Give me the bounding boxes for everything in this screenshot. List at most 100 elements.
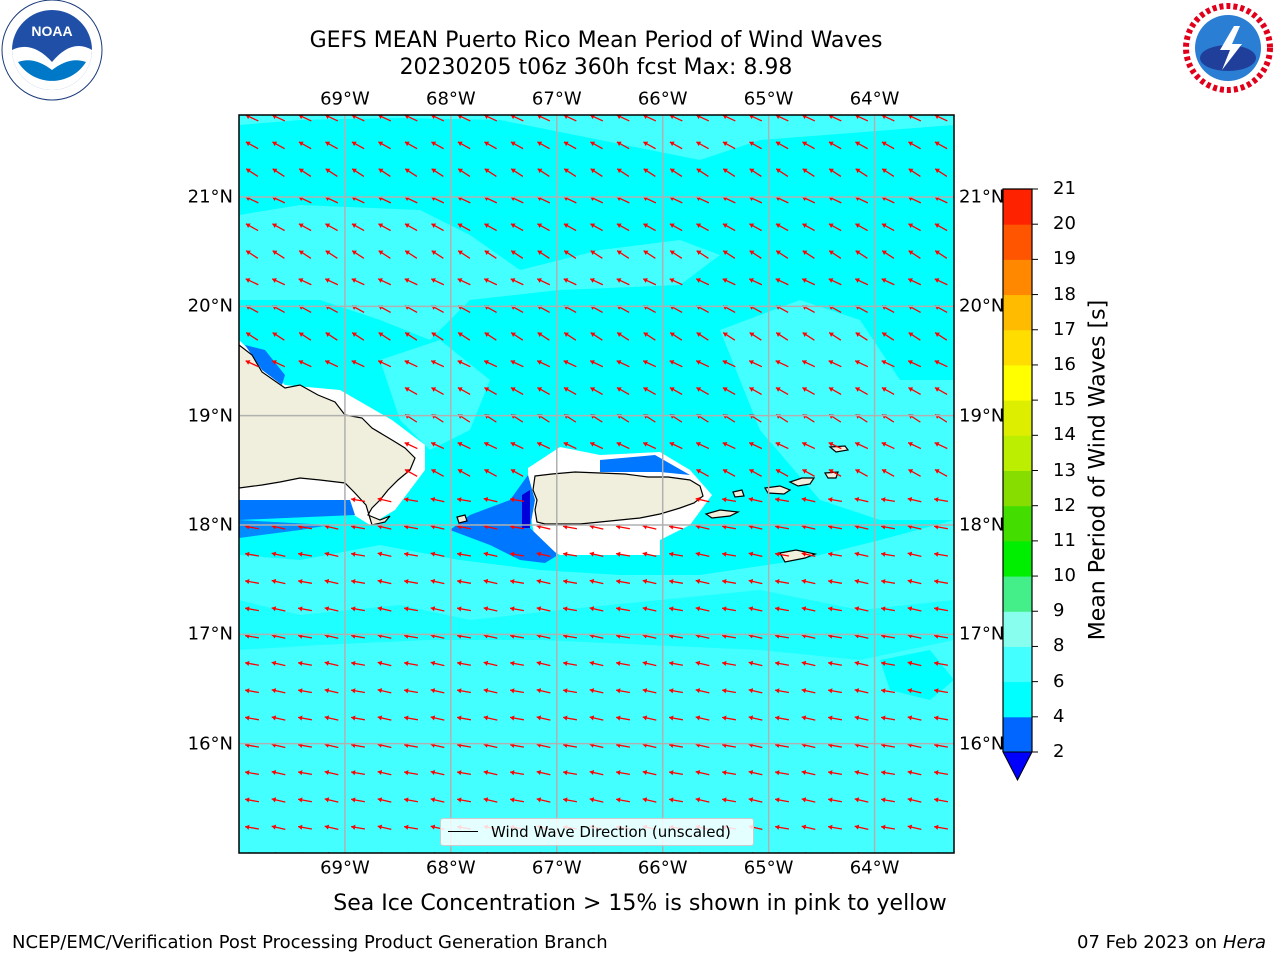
wind-arrow [245,168,259,177]
wind-arrow [509,715,525,721]
wind-arrow [854,769,869,776]
wind-arrow [457,468,471,477]
wind-arrow [695,660,710,667]
wind-arrow [404,360,418,368]
wind-arrow [696,387,709,395]
wind-arrow [643,250,656,259]
wind-wave-direction-arrows [244,115,949,853]
tick-label: 65°W [743,88,794,110]
wind-arrow [325,332,338,341]
wind-arrow [854,441,869,450]
wind-arrow [749,332,762,341]
wind-arrow [457,141,471,150]
colorbar-tick-label: 13 [1053,459,1076,481]
wind-arrow [802,332,815,341]
wind-arrow [695,606,710,612]
wind-arrow [775,250,789,259]
wind-arrow [536,441,551,450]
wind-arrow [325,223,338,232]
wind-arrow [801,824,816,831]
wind-arrow [827,660,843,667]
wind-arrow [297,770,313,776]
tick-label: 69°W [320,857,370,879]
wind-arrow [881,141,895,150]
wind-arrow [668,770,684,776]
wind-arrow [668,797,684,803]
wind-arrow [748,360,763,368]
wind-arrow [325,168,338,177]
wind-arrow [695,441,710,450]
wind-arrow [615,660,631,667]
virgin-islands [732,445,850,498]
wind-arrow [933,715,949,721]
wind-arrow [537,250,550,259]
wind-arrow [510,332,524,341]
colorbar-tick-label: 9 [1053,600,1065,622]
wind-arrow [854,360,869,368]
colorbar-segment [1003,505,1032,542]
wind-arrow [775,223,789,232]
wind-arrow [854,278,869,286]
wind-arrow [431,141,444,150]
wind-arrow [483,606,498,612]
wind-arrow [509,497,525,503]
wind-arrow [615,606,631,612]
wind-arrow [880,797,896,803]
wind-arrow [483,660,498,667]
wind-arrow [589,769,604,776]
wind-arrow [721,606,737,612]
wind-arrow [933,688,949,694]
colorbar [1002,188,1038,782]
wind-arrow [536,715,551,721]
colorbar-tick-label: 21 [1053,178,1076,199]
wind-arrow [590,250,603,259]
colorbar-title: Mean Period of Wind Waves [s] [1085,299,1111,641]
wind-arrow [855,468,868,477]
colorbar-segment [1003,540,1032,577]
wind-arrow [271,797,286,803]
wind-arrow [880,770,896,776]
wind-arrow [298,332,312,341]
wind-arrow [244,715,260,721]
wind-arrow [908,468,921,477]
wind-arrow [669,360,683,368]
wind-arrow [377,769,392,776]
wind-arrow [350,824,366,830]
wind-arrow [854,551,869,558]
wind-arrow [934,278,948,286]
wind-arrow [801,551,816,558]
wind-arrow [589,551,604,558]
wind-arrow [616,168,630,177]
wind-arrow [297,660,313,667]
colorbar-tick-label: 2 [1053,741,1065,762]
national-weather-service-logo [1182,2,1274,94]
wind-arrow [351,278,365,286]
wind-arrow [456,715,472,721]
wind-arrow [350,606,366,612]
colorbar-tick-label: 15 [1053,389,1076,411]
wind-arrow [483,797,498,803]
wind-arrow [536,688,551,694]
wind-arrow [907,578,922,585]
wind-arrow [563,141,577,150]
wind-arrow [801,688,816,694]
wind-arrow [589,278,604,286]
wind-arrow [325,141,338,150]
wind-arrow [377,715,392,721]
wind-arrow [854,578,869,585]
wind-arrow [403,797,419,803]
wind-arrow [696,168,709,177]
tick-label: 18°N [187,514,233,536]
wind-arrow [430,360,445,368]
wind-arrow [563,360,577,368]
wind-arrow [245,250,259,259]
wind-arrow [881,223,895,232]
wind-arrow [933,497,949,503]
wind-arrow [457,250,471,259]
colorbar-tick-label: 19 [1053,248,1076,270]
wind-arrow [748,606,763,612]
wind-arrow [324,360,339,368]
colorbar-segment [1003,611,1032,647]
wind-arrow [377,278,392,286]
